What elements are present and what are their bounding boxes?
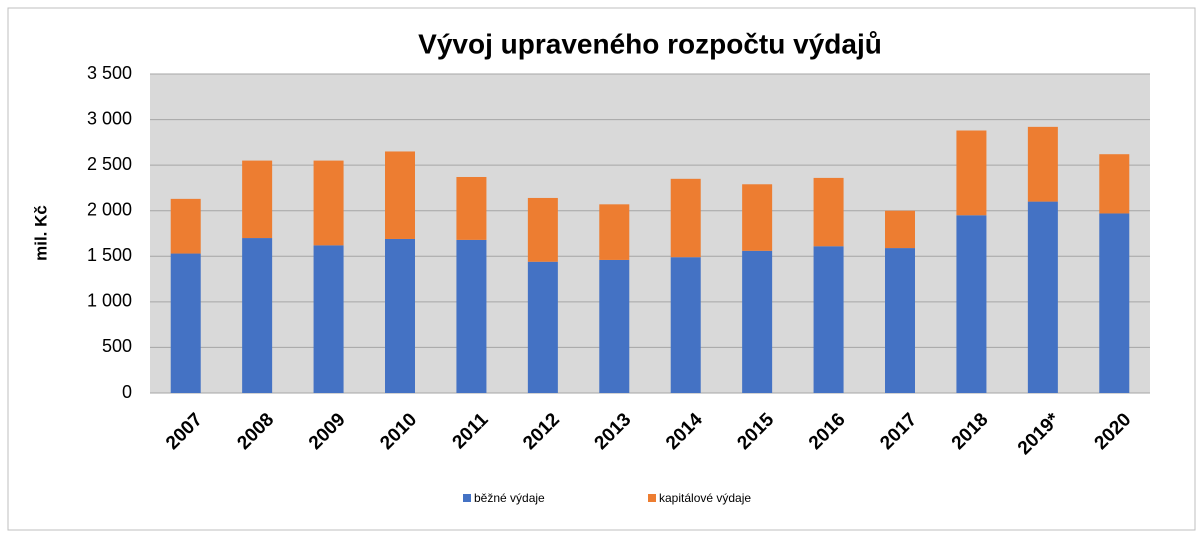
bar-segment: [313, 245, 344, 393]
bar-segment: [956, 215, 987, 393]
bar-segment: [313, 160, 344, 246]
bar-segment: [1027, 126, 1058, 202]
bar-segment: [1099, 154, 1130, 214]
legend-swatch: [648, 494, 656, 502]
bar-segment: [170, 198, 201, 254]
legend-label: kapitálové výdaje: [659, 491, 751, 505]
legend-swatch: [463, 494, 471, 502]
y-tick-label: 500: [102, 336, 132, 356]
y-tick-label: 2 500: [87, 154, 132, 174]
bar-segment: [1099, 213, 1130, 393]
bar-segment: [385, 238, 415, 393]
bar-segment: [527, 261, 558, 393]
bar-segment: [956, 130, 987, 216]
legend-label: běžné výdaje: [474, 491, 545, 505]
bar-segment: [813, 177, 844, 247]
bar-segment: [670, 257, 701, 393]
bar-segment: [885, 248, 915, 393]
bar-segment: [1027, 201, 1058, 393]
bar-segment: [456, 239, 487, 393]
bar-segment: [885, 210, 915, 249]
bar-segment: [456, 176, 487, 240]
bar-segment: [670, 178, 701, 258]
y-tick-label: 2 000: [87, 199, 132, 219]
bar-segment: [813, 246, 844, 393]
plot-area: [150, 74, 1150, 393]
bar-segment: [599, 259, 630, 393]
bar-segment: [599, 204, 630, 260]
y-axis-label: mil. Kč: [31, 205, 50, 261]
bar-segment: [170, 253, 201, 393]
bar-segment: [242, 160, 273, 239]
y-tick-label: 3 500: [87, 63, 132, 83]
y-tick-label: 0: [122, 382, 132, 402]
bar-segment: [385, 151, 415, 239]
bar-segment: [527, 197, 558, 262]
chart-title: Vývoj upraveného rozpočtu výdajů: [418, 28, 882, 59]
bar-segment: [742, 250, 773, 393]
bar-segment: [742, 184, 773, 251]
bar-segment: [242, 238, 273, 393]
y-tick-label: 1 000: [87, 291, 132, 311]
y-tick-label: 1 500: [87, 245, 132, 265]
y-tick-label: 3 000: [87, 108, 132, 128]
